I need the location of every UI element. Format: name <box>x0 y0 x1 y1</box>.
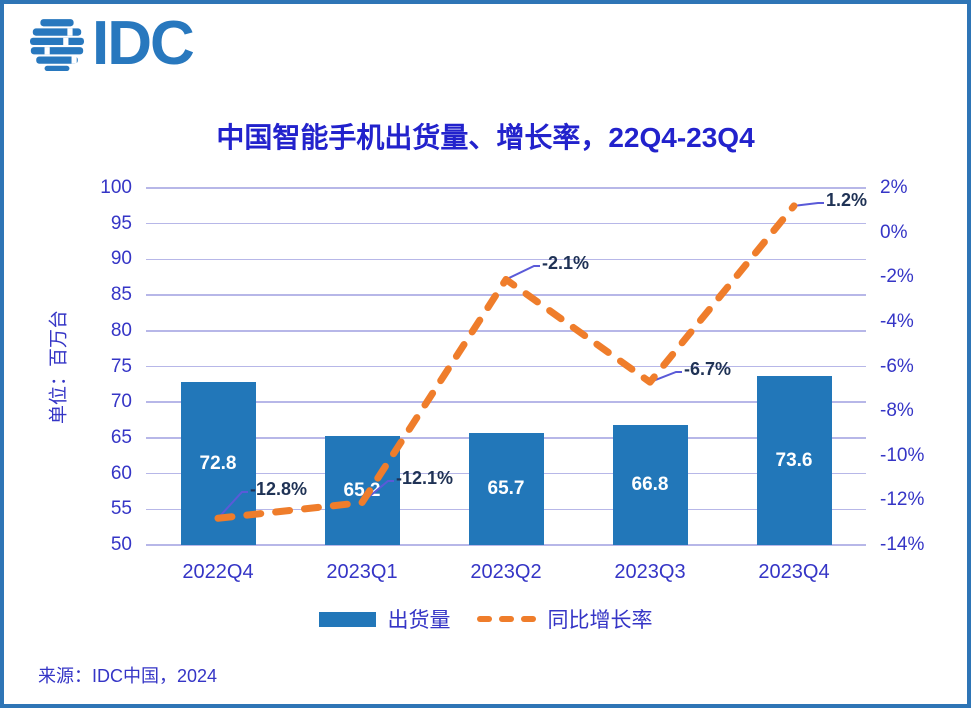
gridline <box>146 330 866 332</box>
left-axis-tick: 95 <box>110 212 132 234</box>
right-axis-tick: -2% <box>880 266 914 288</box>
leader-line <box>649 371 682 384</box>
category-label: 2023Q1 <box>326 561 398 583</box>
right-axis-tick: -14% <box>880 534 925 555</box>
legend-bar-label: 出货量 <box>387 609 451 632</box>
bar: 72.8 <box>180 382 256 545</box>
growth-rate-label: -6.7% <box>684 359 732 379</box>
bar-value-label: 73.6 <box>775 449 813 471</box>
legend-dashed-line-swatch <box>476 616 536 622</box>
source-note: 来源：IDC中国，2024 <box>38 666 218 686</box>
left-axis-tick: 60 <box>110 462 132 484</box>
growth-rate-label: -2.1% <box>542 253 590 273</box>
bar: 65.7 <box>468 432 544 545</box>
bar: 73.6 <box>756 376 832 545</box>
bar-value-label: 65.2 <box>343 479 381 501</box>
left-axis-tick: 80 <box>110 319 132 341</box>
category-label: 2023Q2 <box>470 561 542 583</box>
right-axis-tick: -6% <box>880 355 914 377</box>
bar: 66.8 <box>612 425 688 545</box>
category-label: 2022Q4 <box>182 561 254 583</box>
left-axis-tick: 65 <box>110 426 132 448</box>
left-axis-tick: 85 <box>110 284 132 306</box>
gridline <box>146 544 866 546</box>
left-axis-tick: 70 <box>110 391 132 413</box>
right-axis-tick: -4% <box>880 310 914 332</box>
right-axis-tick: 0% <box>880 221 908 243</box>
growth-rate-label: -12.8% <box>250 479 308 499</box>
leader-line <box>793 202 824 207</box>
legend-bar-swatch <box>318 611 376 627</box>
legend-item-growth: 同比增长率 <box>476 604 653 634</box>
left-axis-tick: 55 <box>110 498 132 520</box>
legend: 出货量 同比增长率 <box>0 604 971 634</box>
growth-rate-label: -12.1% <box>396 468 454 488</box>
left-axis-tick: 75 <box>110 355 132 377</box>
right-axis-tick: -8% <box>880 400 914 422</box>
bar-value-label: 72.8 <box>199 452 237 474</box>
category-label: 2023Q4 <box>758 561 830 583</box>
category-label: 2023Q3 <box>614 561 686 583</box>
right-axis-tick: -12% <box>880 489 925 511</box>
left-axis-tick: 100 <box>100 177 132 198</box>
y-axis-title: 单位：百万台 <box>48 309 70 425</box>
bar-value-label: 66.8 <box>631 474 669 496</box>
left-axis-tick: 50 <box>110 534 132 555</box>
chart-title: 中国智能手机出货量、增长率，22Q4-23Q4 <box>216 122 755 153</box>
gridline <box>146 187 866 189</box>
legend-item-shipments: 出货量 <box>318 604 451 634</box>
globe-stripes-icon <box>30 19 84 71</box>
growth-rate-label: 1.2% <box>826 190 868 210</box>
gridline <box>146 294 866 296</box>
bar: 65.2 <box>324 436 400 545</box>
left-axis-tick: 90 <box>110 248 132 270</box>
gridline <box>146 365 866 368</box>
gridline <box>146 222 866 225</box>
idc-logo-text: IDC <box>92 9 195 78</box>
idc-logo: IDC <box>30 9 195 78</box>
leader-line <box>505 265 540 281</box>
right-axis-tick: 2% <box>880 177 908 198</box>
gridline <box>146 258 866 261</box>
right-axis-tick: -10% <box>880 444 925 466</box>
bar-value-label: 65.7 <box>487 477 525 499</box>
legend-line-label: 同比增长率 <box>547 609 653 632</box>
